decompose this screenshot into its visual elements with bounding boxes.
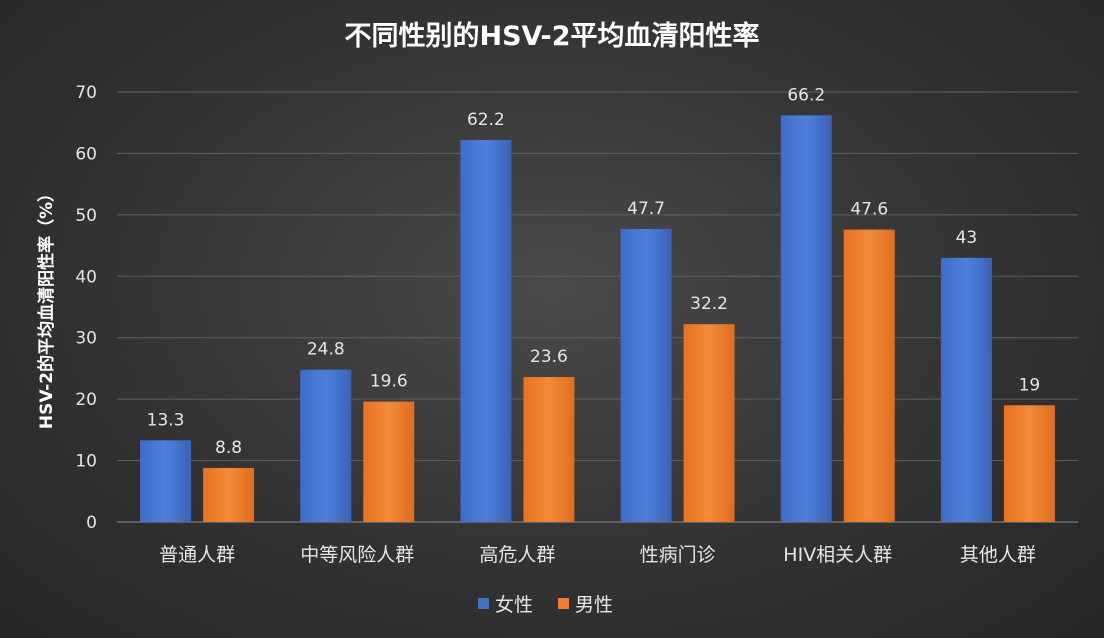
y-tick-label: 70 [75,83,97,103]
bar-male [1003,405,1055,522]
y-axis-label: HSV-2的平均血清阳性率（%） [36,185,57,429]
bar-female [780,115,832,522]
bar-male [203,467,255,522]
y-tick-label: 0 [86,513,97,533]
data-label: 13.3 [147,410,185,430]
y-tick-label: 30 [75,329,97,349]
data-label: 8.8 [215,438,242,458]
bar-female [140,440,192,522]
data-label: 43 [956,228,978,248]
legend: 女性 男性 [478,594,613,616]
y-axis: 0 10 20 30 40 50 60 70 [75,83,97,533]
bar-female [940,257,992,522]
y-axis-label-group: HSV-2的平均血清阳性率（%） [36,185,57,429]
data-label: 23.6 [530,347,568,367]
legend-label: 男性 [575,594,613,616]
x-tick-label: HIV相关人群 [783,544,892,566]
data-labels: 13.3 8.8 24.8 19.6 62.2 23.6 47.7 32.2 66.2 47.6 4… [147,85,1041,458]
y-tick-label: 20 [75,390,97,410]
legend-swatch [478,598,489,609]
bar-female [300,369,352,522]
bar-female [460,139,512,522]
x-tick-label: 中等风险人群 [300,544,414,566]
bar-male [843,229,895,522]
x-tick-label: 其他人群 [960,544,1036,566]
data-label: 19.6 [370,372,408,392]
chart-title: 不同性别的HSV-2平均血清阳性率 [344,21,760,52]
bar-male [683,324,735,522]
x-tick-label: 性病门诊 [640,544,716,566]
data-label: 47.7 [627,199,665,219]
data-label: 66.2 [787,85,825,105]
data-label: 32.2 [690,294,728,314]
x-tick-label: 高危人群 [479,544,555,566]
y-tick-label: 10 [75,452,97,472]
x-tick-label: 普通人群 [159,544,235,566]
data-label: 47.6 [850,200,888,220]
y-tick-label: 60 [75,144,97,164]
bar-male [523,377,575,522]
legend-label: 女性 [495,594,533,616]
bars [140,115,1055,522]
legend-swatch [558,598,569,609]
data-label: 24.8 [307,340,345,360]
bar-female [620,228,672,522]
y-tick-label: 40 [75,267,97,287]
bar-male [363,401,415,522]
data-label: 19 [1019,375,1041,395]
gridlines [117,91,1078,523]
x-axis: 普通人群 中等风险人群 高危人群 性病门诊 HIV相关人群 其他人群 [159,544,1036,566]
data-label: 62.2 [467,110,505,130]
y-tick-label: 50 [75,206,97,226]
